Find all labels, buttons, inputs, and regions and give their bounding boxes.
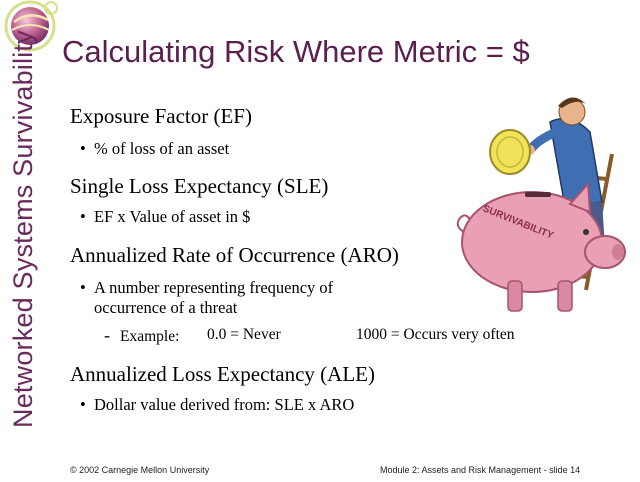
- footer-copyright: © 2002 Carnegie Mellon University: [70, 465, 210, 475]
- heading-single-loss-expectancy: Single Loss Expectancy (SLE): [70, 174, 329, 198]
- sidebar-brand-text: Networked Systems Survivability: [8, 30, 38, 428]
- slide-title: Calculating Risk Where Metric = $: [62, 34, 530, 69]
- heading-annualized-rate: Annualized Rate of Occurrence (ARO): [70, 243, 399, 267]
- man-with-piggy-bank-illustration: SURVIVABILITY: [456, 97, 626, 312]
- footer-slide-info: Module 2: Assets and Risk Management - s…: [380, 465, 581, 475]
- heading-exposure-factor: Exposure Factor (EF): [70, 104, 252, 128]
- sub-bullet-example: - Example:: [104, 325, 180, 345]
- bullet-single-loss-expectancy: • EF x Value of asset in $: [80, 207, 251, 226]
- heading-annualized-loss-expectancy: Annualized Loss Expectancy (ALE): [70, 362, 375, 386]
- bullet-annualized-loss-expectancy: • Dollar value derived from: SLE x ARO: [80, 395, 355, 414]
- example-never: 0.0 = Never: [207, 326, 281, 343]
- example-often: 1000 = Occurs very often: [356, 326, 515, 343]
- bullet-exposure-factor: •% of loss of an asset: [80, 139, 230, 158]
- bullet-annualized-rate: • A number representing frequency of occ…: [80, 278, 334, 317]
- globe-logo-icon: [4, 0, 58, 52]
